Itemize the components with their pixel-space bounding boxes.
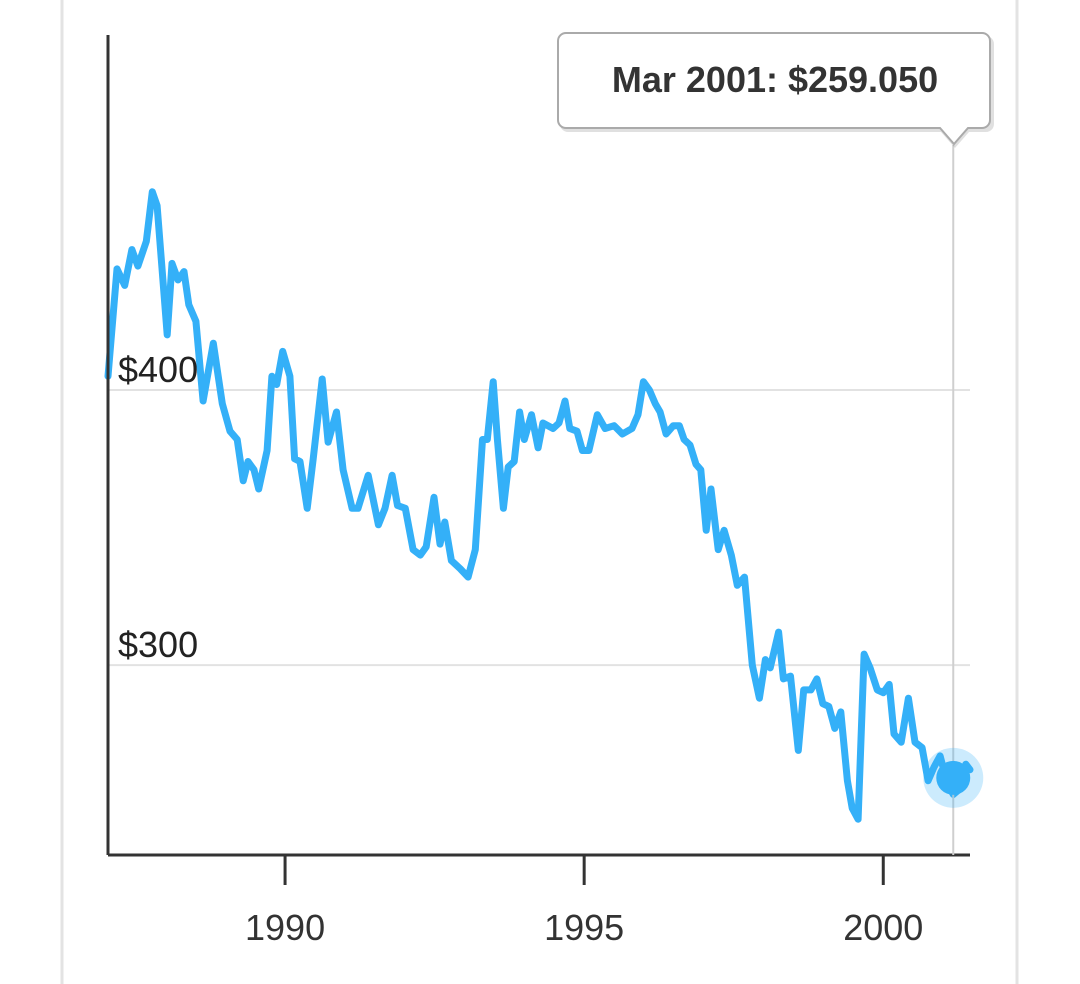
y-tick-label: $400 [118,349,198,390]
axes: $300 $400 1990 1995 2000 [106,35,970,948]
tooltip-text: Mar 2001: $259.050 [612,59,938,100]
tooltip: Mar 2001: $259.050 [557,32,994,855]
line [104,188,974,823]
x-tick-label: 1995 [544,907,624,948]
y-tick-label: $300 [118,624,198,665]
x-tick-label: 1990 [245,907,325,948]
tooltip-box [557,32,991,146]
x-tick-label: 2000 [843,907,923,948]
hover-point [936,760,971,795]
plot [104,188,974,823]
grid [108,388,970,667]
